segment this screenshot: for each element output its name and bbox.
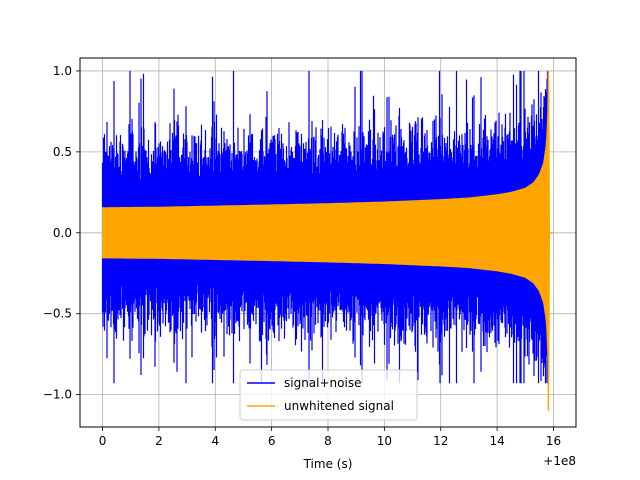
y-axis-ticks: −1.0 −0.5 0.0 0.5 1.0 [43, 64, 80, 402]
x-tick-label: 14 [489, 434, 504, 448]
y-tick-label: 1.0 [53, 64, 72, 78]
series-unwhitened-signal [102, 70, 551, 395]
y-tick-label: −1.0 [43, 388, 72, 402]
legend-box [239, 369, 418, 421]
y-tick-label: −0.5 [43, 307, 72, 321]
series-layer [101, 70, 554, 411]
x-tick-label: 4 [211, 434, 219, 448]
x-tick-label: 6 [268, 434, 276, 448]
x-axis-ticks: 0 2 4 6 8 10 12 14 16 [99, 427, 561, 448]
x-tick-label: 16 [546, 434, 561, 448]
x-tick-label: 0 [99, 434, 107, 448]
legend-label-unwhitened-signal: unwhitened signal [284, 399, 394, 413]
legend: signal+noise unwhitened signal [239, 369, 418, 421]
x-axis-label: Time (s) [303, 457, 353, 471]
x-tick-label: 2 [155, 434, 163, 448]
y-tick-label: 0.5 [53, 145, 72, 159]
x-tick-label: 8 [324, 434, 332, 448]
legend-label-signal-noise: signal+noise [284, 376, 361, 390]
x-tick-label: 12 [433, 434, 448, 448]
x-offset-label: +1e8 [543, 454, 576, 468]
y-tick-label: 0.0 [53, 226, 72, 240]
x-tick-label: 10 [377, 434, 392, 448]
